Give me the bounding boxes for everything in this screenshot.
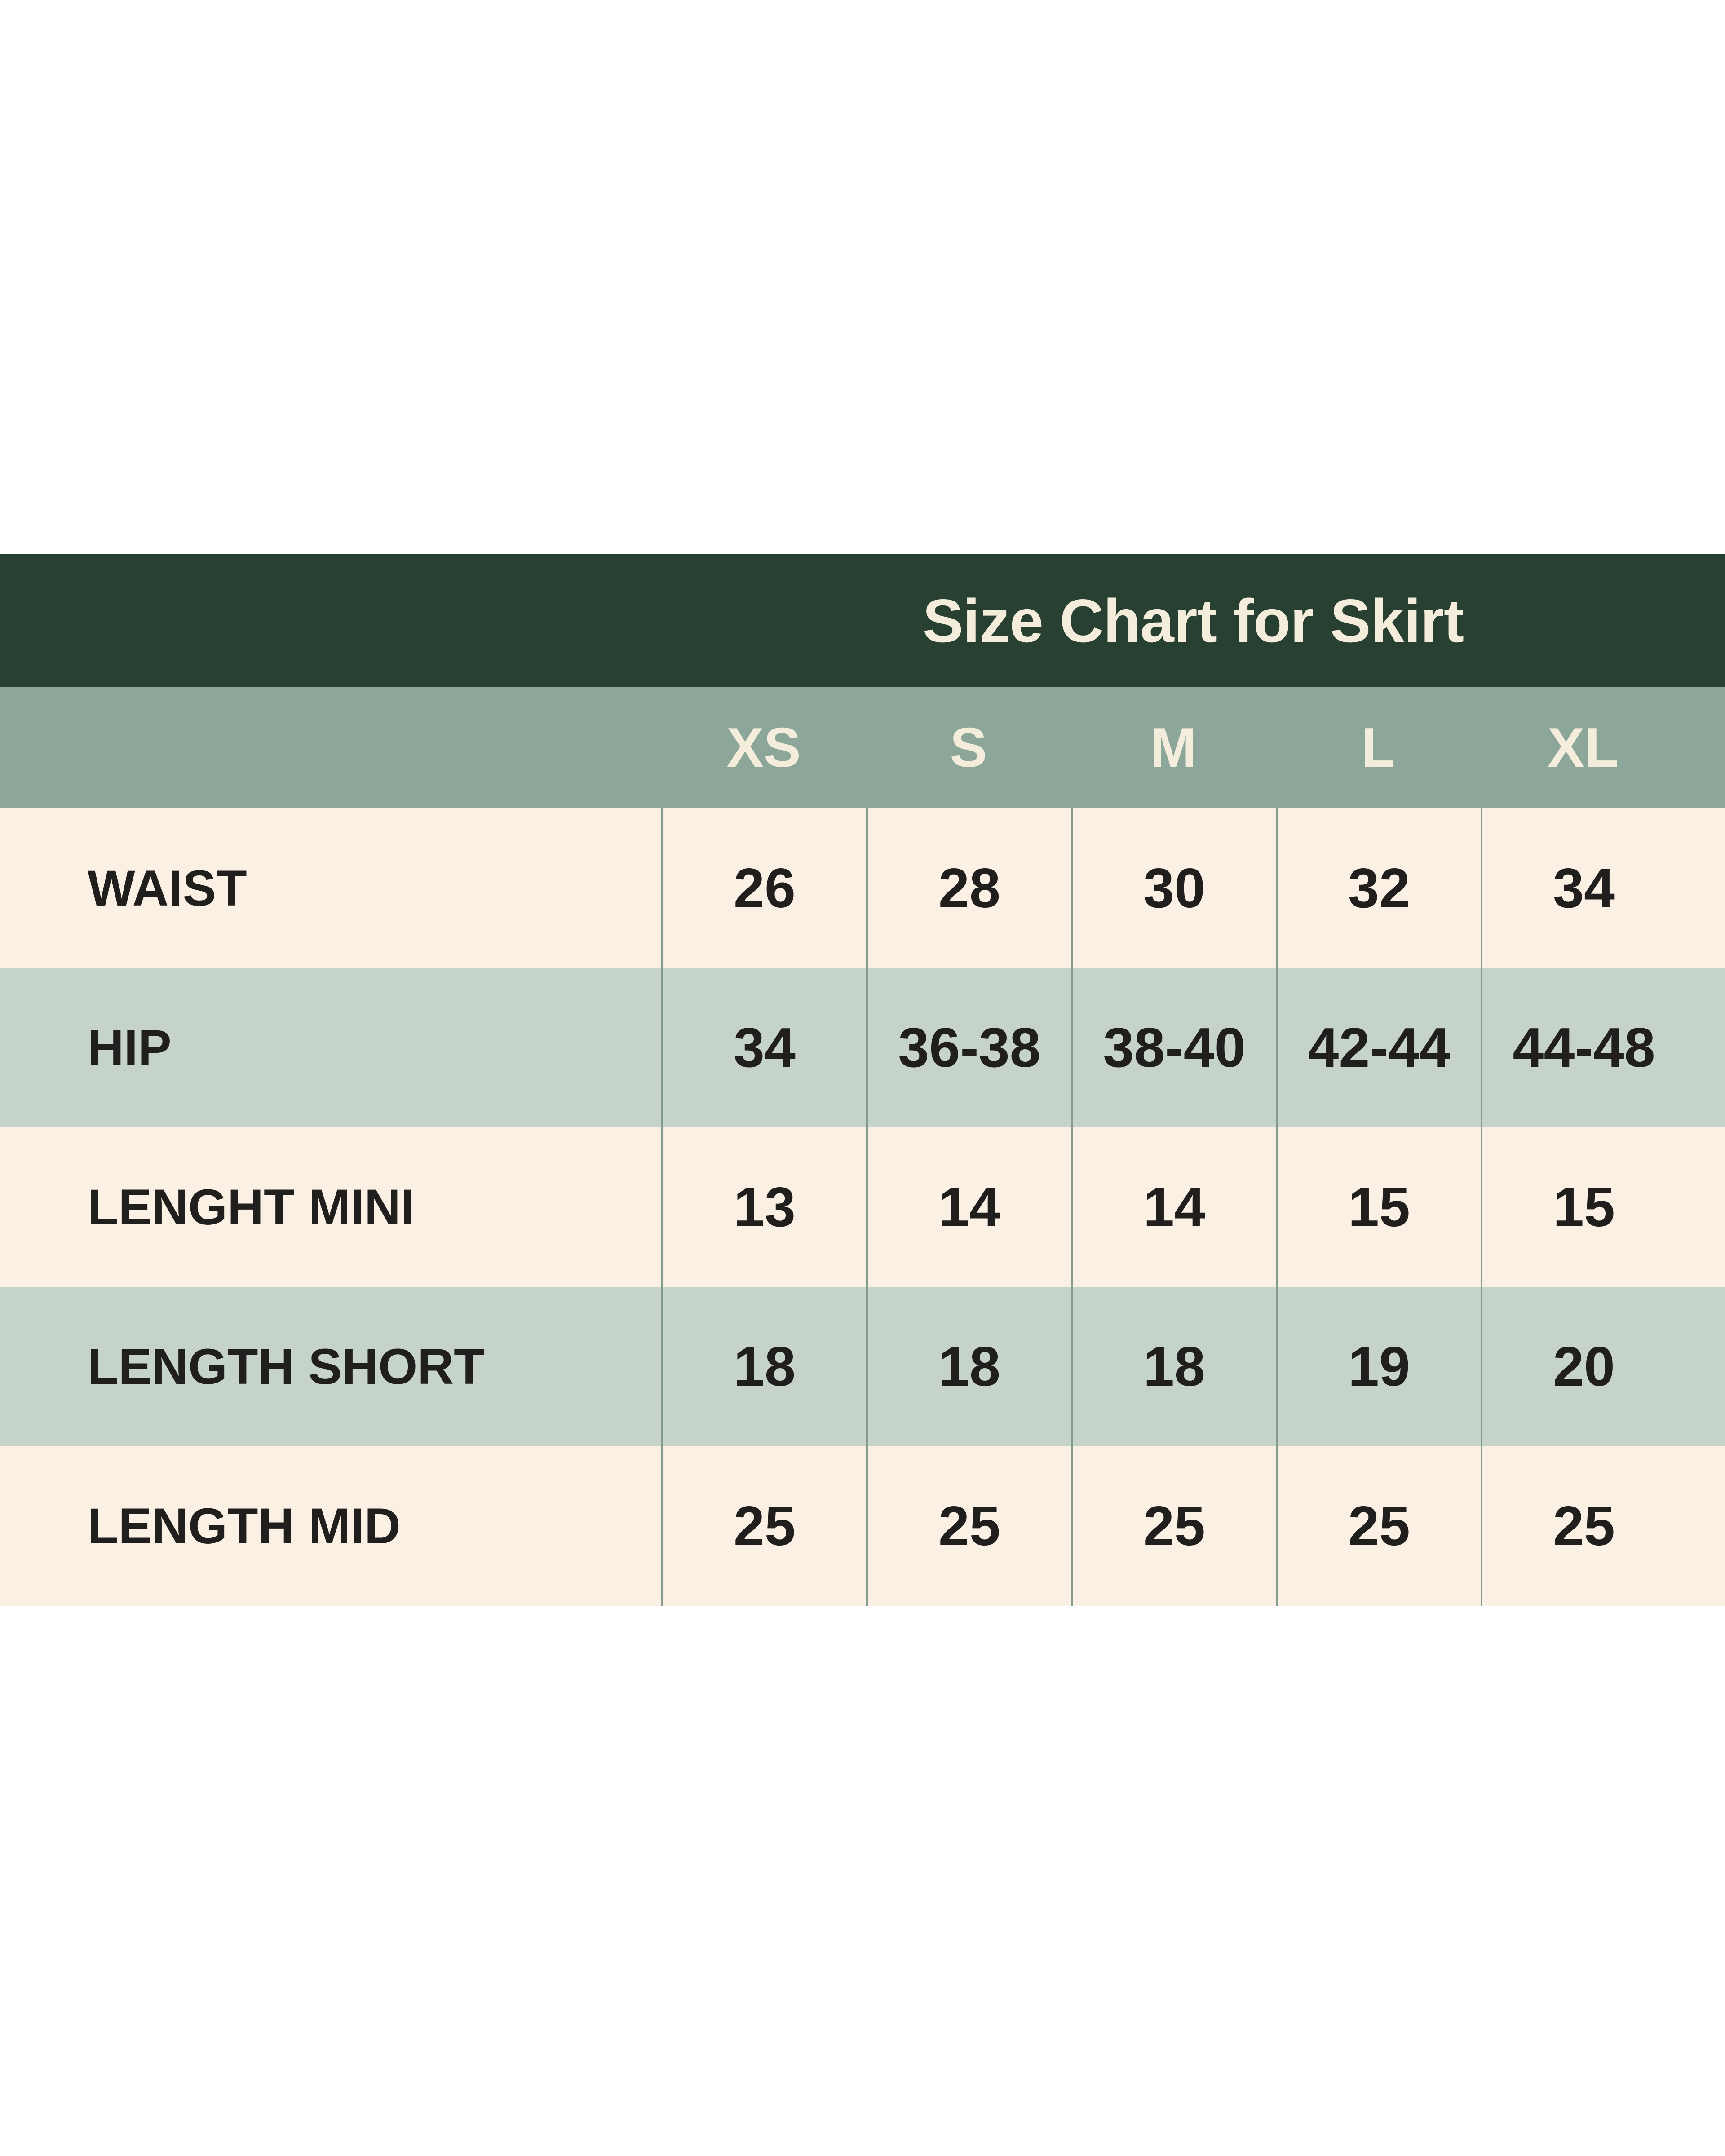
cell-waist-xs: 26 (661, 808, 866, 968)
cell-mid-s: 25 (866, 1446, 1071, 1606)
cell-hip-m: 38-40 (1071, 968, 1276, 1127)
size-header-row: XS S M L XL (0, 687, 1725, 808)
row-spacer (1685, 808, 1725, 968)
cell-mini-l: 15 (1276, 1127, 1481, 1287)
row-label: HIP (88, 1020, 172, 1076)
cell-hip-xs: 34 (661, 968, 866, 1127)
row-label: LENGTH SHORT (88, 1339, 485, 1395)
table-row-waist: WAIST 26 28 30 32 34 (0, 808, 1725, 968)
row-label: WAIST (88, 860, 247, 916)
column-header-xs: XS (726, 717, 801, 779)
cell-hip-l: 42-44 (1276, 968, 1481, 1127)
header-empty-cell (0, 687, 661, 808)
cell-waist-s: 28 (866, 808, 1071, 968)
cell-mini-m: 14 (1071, 1127, 1276, 1287)
cell-hip-s: 36-38 (866, 968, 1071, 1127)
cell-mini-xl: 15 (1481, 1127, 1685, 1287)
cell-waist-m: 30 (1071, 808, 1276, 968)
cell-mini-s: 14 (866, 1127, 1071, 1287)
cell-mini-xs: 13 (661, 1127, 866, 1287)
cell-mid-m: 25 (1071, 1446, 1276, 1606)
cell-short-m: 18 (1071, 1287, 1276, 1446)
table-row-length-mini: LENGHT MINI 13 14 14 15 15 (0, 1127, 1725, 1287)
row-spacer (1685, 1287, 1725, 1446)
cell-mid-xl: 25 (1481, 1446, 1685, 1606)
column-header-xl: XL (1547, 717, 1619, 779)
cell-waist-l: 32 (1276, 808, 1481, 968)
column-header-s: S (950, 717, 987, 779)
cell-short-s: 18 (866, 1287, 1071, 1446)
table-row-hip: HIP 34 36-38 38-40 42-44 44-48 (0, 968, 1725, 1127)
row-label: LENGTH MID (88, 1498, 401, 1554)
cell-short-l: 19 (1276, 1287, 1481, 1446)
title-band: Size Chart for Skirt (0, 554, 1725, 687)
header-spacer (1685, 687, 1725, 808)
table-row-length-mid: LENGTH MID 25 25 25 25 25 (0, 1446, 1725, 1606)
row-label: LENGHT MINI (88, 1179, 415, 1235)
cell-hip-xl: 44-48 (1481, 968, 1685, 1127)
cell-mid-l: 25 (1276, 1446, 1481, 1606)
table-row-length-short: LENGTH SHORT 18 18 18 19 20 (0, 1287, 1725, 1446)
column-header-m: M (1150, 717, 1197, 779)
column-header-l: L (1361, 717, 1395, 779)
cell-waist-xl: 34 (1481, 808, 1685, 968)
row-spacer (1685, 1446, 1725, 1606)
cell-short-xs: 18 (661, 1287, 866, 1446)
row-spacer (1685, 968, 1725, 1127)
page-title: Size Chart for Skirt (922, 587, 1464, 655)
cell-mid-xs: 25 (661, 1446, 866, 1606)
size-chart-table: Size Chart for Skirt XS S M L XL WAIST 2… (0, 554, 1725, 1606)
row-spacer (1685, 1127, 1725, 1287)
cell-short-xl: 20 (1481, 1287, 1685, 1446)
title-container: Size Chart for Skirt (661, 554, 1725, 687)
